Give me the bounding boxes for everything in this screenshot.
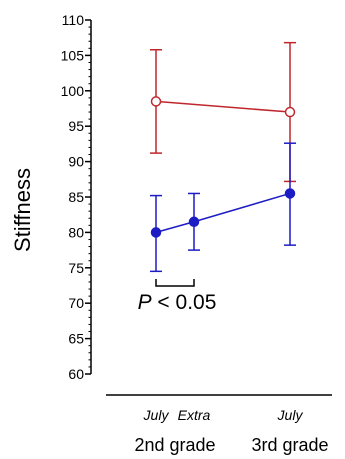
y-tick-label: 85 bbox=[68, 189, 84, 205]
y-tick-label: 65 bbox=[68, 331, 84, 347]
significance-annotation: P < 0.05 bbox=[138, 279, 217, 314]
x-group-label: 2nd grade bbox=[134, 435, 215, 455]
y-tick-label: 75 bbox=[68, 260, 84, 276]
x-category-label: July bbox=[143, 407, 170, 423]
y-axis-label: Stiffness bbox=[10, 168, 35, 252]
significance-label: P < 0.05 bbox=[138, 291, 217, 314]
y-tick-label: 105 bbox=[61, 47, 85, 63]
x-axis: July Extra July 2nd grade 3rd grade bbox=[106, 394, 332, 455]
significance-bracket bbox=[155, 279, 195, 287]
x-category-label: Extra bbox=[178, 407, 211, 423]
data-point bbox=[284, 188, 296, 199]
y-tick-label: 70 bbox=[68, 295, 84, 311]
data-point bbox=[150, 227, 162, 238]
series-2 bbox=[150, 142, 296, 273]
data-point bbox=[284, 106, 296, 118]
y-tick-label: 60 bbox=[68, 366, 84, 382]
series-1 bbox=[150, 41, 296, 183]
y-tick-label: 110 bbox=[62, 12, 85, 28]
series-line bbox=[155, 192, 291, 234]
x-group-label: 3rd grade bbox=[251, 435, 328, 455]
series-layer bbox=[150, 41, 296, 273]
y-tick-label: 95 bbox=[68, 118, 84, 134]
data-point bbox=[188, 216, 200, 228]
y-axis: 60 65 70 75 80 85 90 95 100 105 110 bbox=[61, 12, 92, 382]
y-tick-label: 100 bbox=[61, 83, 85, 99]
y-tick-label: 90 bbox=[68, 154, 84, 170]
series-line bbox=[155, 100, 291, 113]
x-category-label: July bbox=[277, 407, 304, 423]
data-point bbox=[150, 96, 162, 107]
y-tick-label: 80 bbox=[68, 224, 84, 240]
